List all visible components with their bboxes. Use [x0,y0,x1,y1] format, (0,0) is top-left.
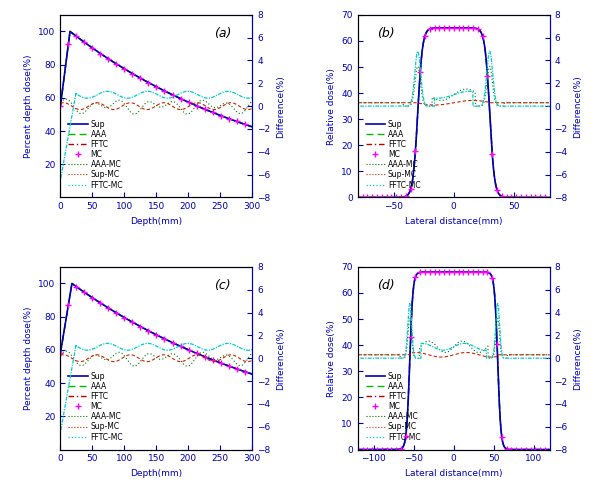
Y-axis label: Percent depth dose(%): Percent depth dose(%) [24,306,33,410]
Y-axis label: Difference(%): Difference(%) [276,75,285,137]
Legend: Sup, AAA, FFTC, MC, AAA-MC, Sup-MC, FFTC-MC: Sup, AAA, FFTC, MC, AAA-MC, Sup-MC, FFTC… [364,118,423,192]
Legend: Sup, AAA, FFTC, MC, AAA-MC, Sup-MC, FFTC-MC: Sup, AAA, FFTC, MC, AAA-MC, Sup-MC, FFTC… [66,118,126,192]
Text: (c): (c) [214,279,231,292]
Y-axis label: Relative dose(%): Relative dose(%) [327,320,336,397]
Text: (d): (d) [377,279,394,292]
X-axis label: Lateral distance(mm): Lateral distance(mm) [405,217,503,226]
Legend: Sup, AAA, FFTC, MC, AAA-MC, Sup-MC, FFTC-MC: Sup, AAA, FFTC, MC, AAA-MC, Sup-MC, FFTC… [364,370,423,444]
Y-axis label: Difference(%): Difference(%) [276,327,285,390]
Text: (a): (a) [214,27,231,40]
Y-axis label: Difference(%): Difference(%) [573,75,582,137]
X-axis label: Lateral distance(mm): Lateral distance(mm) [405,469,503,478]
Y-axis label: Relative dose(%): Relative dose(%) [327,68,336,145]
Text: (b): (b) [377,27,394,40]
Y-axis label: Difference(%): Difference(%) [573,327,582,390]
X-axis label: Depth(mm): Depth(mm) [130,217,182,226]
X-axis label: Depth(mm): Depth(mm) [130,469,182,478]
Legend: Sup, AAA, FFTC, MC, AAA-MC, Sup-MC, FFTC-MC: Sup, AAA, FFTC, MC, AAA-MC, Sup-MC, FFTC… [66,370,126,444]
Y-axis label: Percent depth dose(%): Percent depth dose(%) [24,54,33,158]
